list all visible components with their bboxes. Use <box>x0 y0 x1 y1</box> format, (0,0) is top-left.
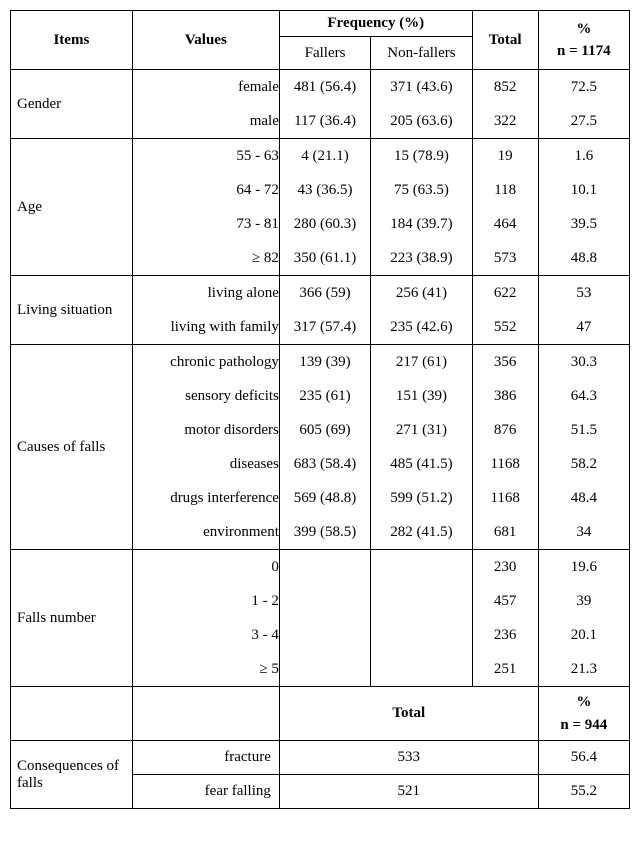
pct-cell: 30.364.351.558.248.434 <box>538 345 629 550</box>
values-cell: 55 - 6364 - 7273 - 81≥ 82 <box>132 139 279 276</box>
item-label: Falls number <box>11 550 133 687</box>
mid-hdr-pct: %n = 944 <box>538 687 629 741</box>
hdr-pct-n: n = 1174 <box>545 40 623 63</box>
hdr-values: Values <box>132 11 279 70</box>
mid-header-row: Total%n = 944 <box>11 687 630 741</box>
total-cell: 852322 <box>472 70 538 139</box>
table-row: Age55 - 6364 - 7273 - 81≥ 824 (21.1)43 (… <box>11 139 630 276</box>
fallers-cell: 4 (21.1)43 (36.5)280 (60.3)350 (61.1) <box>279 139 370 276</box>
item-label: Gender <box>11 70 133 139</box>
table-row: Falls number01 - 23 - 4≥ 5 23045723625119… <box>11 550 630 687</box>
non-fallers-cell <box>371 550 472 687</box>
pct-cell: 19.63920.121.3 <box>538 550 629 687</box>
table-body: Genderfemalemale481 (56.4)117 (36.4)371 … <box>11 70 630 809</box>
hdr-pct-symbol: % <box>545 18 623 41</box>
non-fallers-cell: 256 (41)235 (42.6) <box>371 276 472 345</box>
values-cell: chronic pathologysensory deficitsmotor d… <box>132 345 279 550</box>
total-cell: 35638687611681168681 <box>472 345 538 550</box>
item-label: Causes of falls <box>11 345 133 550</box>
item-label: Living situation <box>11 276 133 345</box>
hdr-frequency: Frequency (%) <box>279 11 472 37</box>
mid-blank-items <box>11 687 133 741</box>
non-fallers-cell: 371 (43.6)205 (63.6) <box>371 70 472 139</box>
table-row: Living situationliving aloneliving with … <box>11 276 630 345</box>
non-fallers-cell: 217 (61)151 (39)271 (31)485 (41.5)599 (5… <box>371 345 472 550</box>
non-fallers-cell: 15 (78.9)75 (63.5)184 (39.7)223 (38.9) <box>371 139 472 276</box>
hdr-fallers: Fallers <box>279 37 370 70</box>
pct-cell: 1.610.139.548.8 <box>538 139 629 276</box>
total-cell: 19118464573 <box>472 139 538 276</box>
consequences-pct: 56.4 <box>538 741 629 775</box>
total-cell: 230457236251 <box>472 550 538 687</box>
pct-cell: 5347 <box>538 276 629 345</box>
hdr-nonfallers: Non-fallers <box>371 37 472 70</box>
fallers-cell: 481 (56.4)117 (36.4) <box>279 70 370 139</box>
values-cell: femalemale <box>132 70 279 139</box>
mid-blank-values <box>132 687 279 741</box>
pct-cell: 72.527.5 <box>538 70 629 139</box>
table-row: Genderfemalemale481 (56.4)117 (36.4)371 … <box>11 70 630 139</box>
consequences-total: 533 <box>279 741 538 775</box>
fallers-cell: 366 (59)317 (57.4) <box>279 276 370 345</box>
values-cell: living aloneliving with family <box>132 276 279 345</box>
fallers-cell <box>279 550 370 687</box>
hdr-items: Items <box>11 11 133 70</box>
consequences-item: Consequences of falls <box>11 741 133 809</box>
values-cell: 01 - 23 - 4≥ 5 <box>132 550 279 687</box>
table-header: Items Values Frequency (%) Total % n = 1… <box>11 11 630 70</box>
demographics-table: Items Values Frequency (%) Total % n = 1… <box>10 10 630 809</box>
consequences-total: 521 <box>279 775 538 809</box>
consequences-value: fracture <box>132 741 279 775</box>
hdr-total: Total <box>472 11 538 70</box>
consequences-row: Consequences of fallsfracture53356.4 <box>11 741 630 775</box>
consequences-value: fear falling <box>132 775 279 809</box>
mid-hdr-total: Total <box>279 687 538 741</box>
table-row: Causes of fallschronic pathologysensory … <box>11 345 630 550</box>
hdr-pct: % n = 1174 <box>538 11 629 70</box>
consequences-pct: 55.2 <box>538 775 629 809</box>
total-cell: 622552 <box>472 276 538 345</box>
item-label: Age <box>11 139 133 276</box>
fallers-cell: 139 (39)235 (61)605 (69)683 (58.4)569 (4… <box>279 345 370 550</box>
